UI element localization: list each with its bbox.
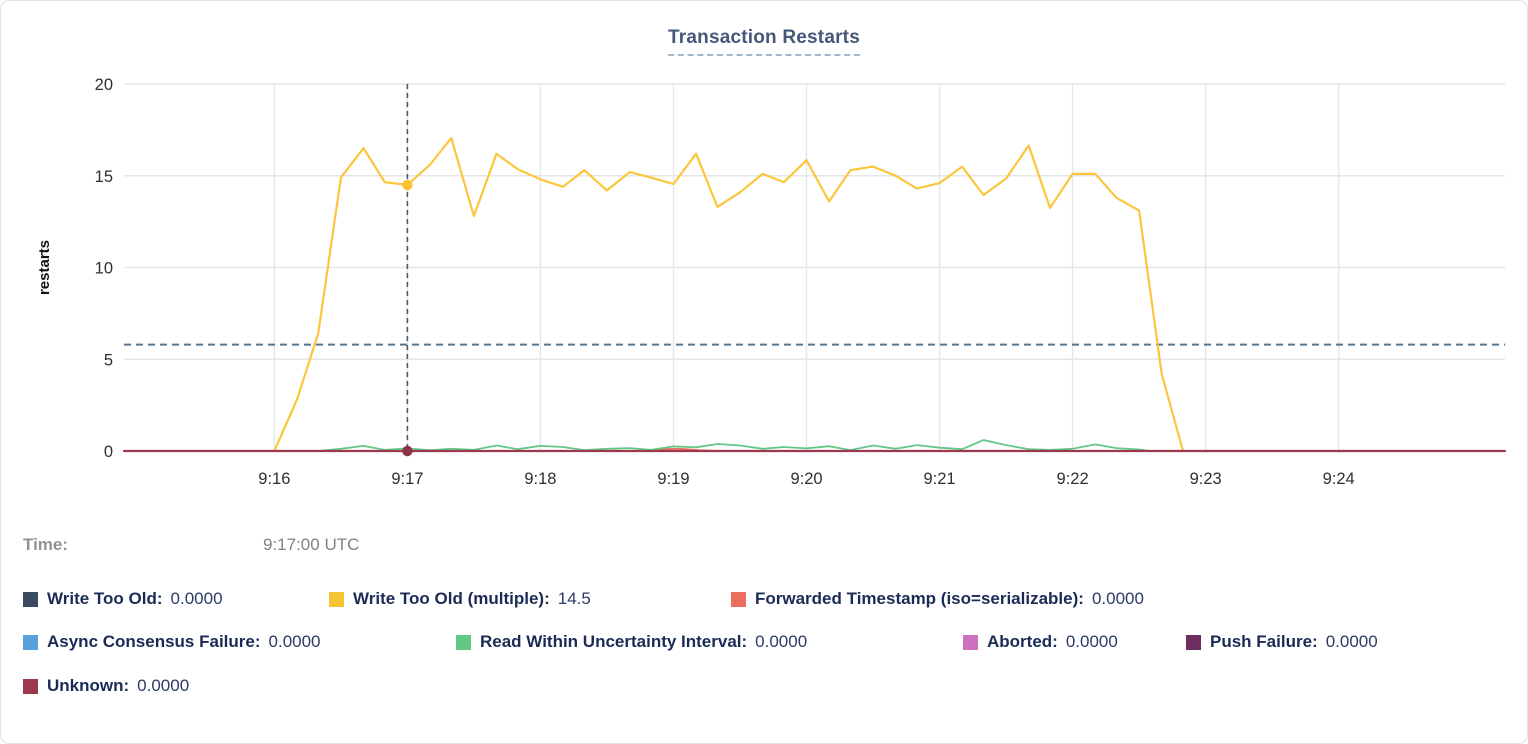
x-axis-tick: 9:21 [923, 470, 955, 488]
legend-swatch-forwarded-timestamp-iso-serializable [731, 591, 746, 607]
legend-label: Aborted: [987, 632, 1058, 651]
legend-item-read-within-uncertainty-interval[interactable]: Read Within Uncertainty Interval: 0.0000 [456, 632, 807, 652]
legend-value: 0.0000 [1091, 589, 1144, 608]
legend-item-async-consensus-failure[interactable]: Async Consensus Failure: 0.0000 [23, 632, 321, 652]
legend-value: 14.5 [557, 589, 591, 608]
x-axis-tick: 9:17 [391, 470, 423, 488]
legend-label: Forwarded Timestamp (iso=serializable): [755, 589, 1084, 608]
legend-label: Read Within Uncertainty Interval: [480, 632, 748, 651]
y-axis-label: restarts [36, 240, 53, 295]
legend-label: Write Too Old (multiple): [353, 589, 550, 608]
time-label: Time: [23, 535, 69, 554]
legend-item-aborted[interactable]: Aborted: 0.0000 [963, 632, 1118, 652]
legend-label: Write Too Old: [47, 589, 163, 608]
legend-item-write-too-old-multiple[interactable]: Write Too Old (multiple): 14.5 [329, 589, 591, 609]
chart-header: Transaction Restarts [1, 27, 1527, 56]
legend-label: Unknown: [47, 676, 130, 695]
x-axis-tick: 9:22 [1057, 470, 1089, 488]
legend-value: 0.0000 [170, 589, 223, 608]
time-value: 9:17:00 UTC [263, 535, 360, 554]
x-axis-tick: 9:24 [1323, 470, 1355, 488]
legend-label: Async Consensus Failure: [47, 632, 261, 651]
legend-swatch-write-too-old-multiple [329, 591, 344, 607]
legend-item-forwarded-timestamp-iso-serializable[interactable]: Forwarded Timestamp (iso=serializable): 0… [731, 589, 1144, 609]
x-axis-tick: 9:16 [258, 470, 290, 488]
legend-value: 0.0000 [755, 632, 808, 651]
legend-value: 0.0000 [1325, 632, 1378, 651]
y-axis-tick: 15 [95, 168, 113, 186]
x-axis-tick: 9:23 [1190, 470, 1222, 488]
transaction-restarts-chart[interactable]: 0 5 10 15 20 9:16 9:17 9:18 9:19 9:20 9:21 9:22 9:23… [1, 61, 1528, 511]
legend-item-unknown[interactable]: Unknown: 0.0000 [23, 676, 189, 696]
legend-swatch-async-consensus-failure [23, 634, 38, 650]
legend-value: 0.0000 [137, 676, 190, 695]
y-axis-tick: 10 [95, 260, 113, 278]
chart-title[interactable]: Transaction Restarts [668, 27, 860, 56]
legend-label: Push Failure: [1210, 632, 1318, 651]
y-axis-tick: 0 [104, 443, 113, 461]
legend-swatch-unknown [23, 678, 38, 694]
legend-swatch-aborted [963, 634, 978, 650]
legend-swatch-push-failure [1186, 634, 1201, 650]
series-line-write-too-old-multiple [273, 136, 1185, 453]
series-line-read-within-uncertainty-interval [317, 439, 1151, 452]
hover-dot-unknown [402, 445, 413, 457]
legend-item-push-failure[interactable]: Push Failure: 0.0000 [1186, 632, 1378, 652]
legend-swatch-write-too-old [23, 591, 38, 607]
hover-dot-write-too-old-multiple [402, 179, 413, 191]
legend-item-write-too-old[interactable]: Write Too Old: 0.0000 [23, 589, 223, 609]
x-axis-tick: 9:20 [790, 470, 822, 488]
y-axis-tick: 20 [95, 76, 113, 94]
legend-value: 0.0000 [1065, 632, 1118, 651]
x-axis-tick: 9:18 [524, 470, 556, 488]
legend-swatch-read-within-uncertainty-interval [456, 634, 471, 650]
legend-value: 0.0000 [268, 632, 321, 651]
x-axis-tick: 9:19 [657, 470, 689, 488]
y-axis-tick: 5 [104, 351, 113, 369]
